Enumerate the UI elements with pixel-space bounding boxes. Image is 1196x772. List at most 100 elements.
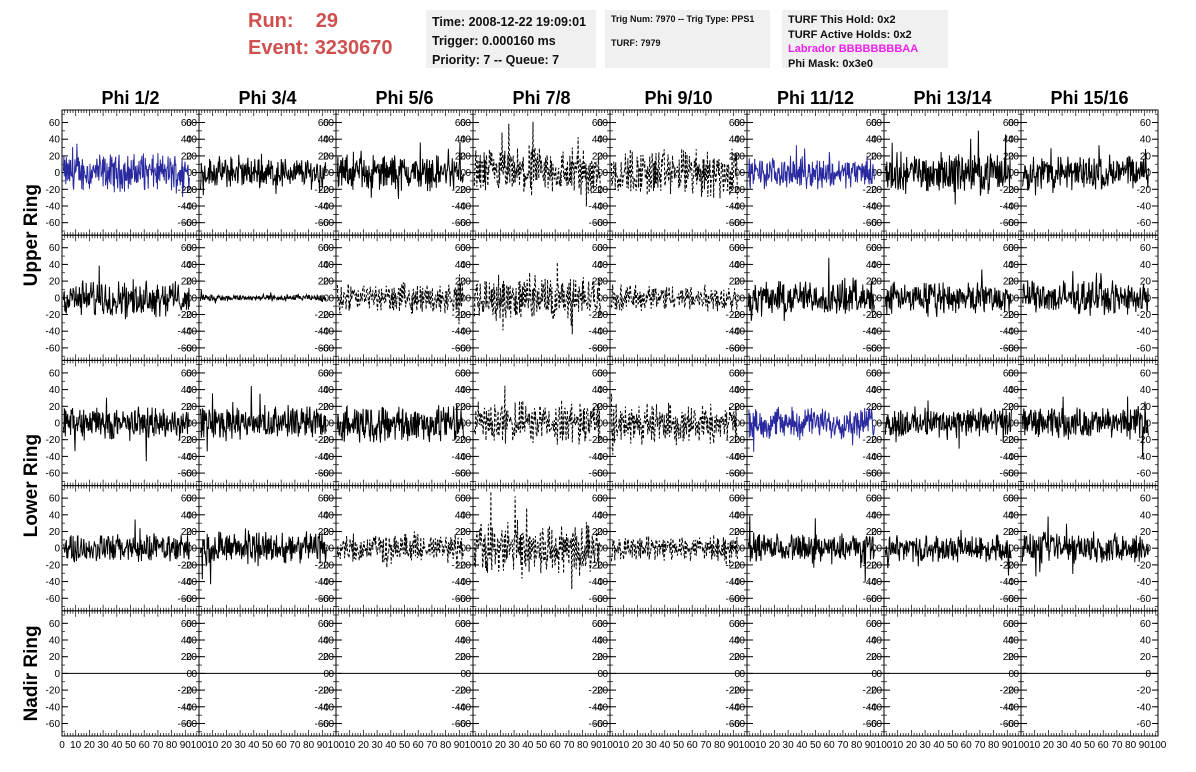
y-tick-label: -20: [1005, 185, 1020, 196]
y-tick-label: 20: [181, 151, 193, 162]
y-tick-label: 0: [602, 168, 608, 179]
y-tick-label: 60: [186, 494, 198, 505]
y-tick-label: 60: [1003, 494, 1015, 505]
y-tick-label: -20: [1005, 310, 1020, 321]
y-tick-label: 20: [49, 151, 61, 162]
y-tick-label: 20: [186, 402, 198, 413]
y-tick-label: -40: [315, 201, 330, 212]
y-tick-label: -20: [726, 560, 741, 571]
y-tick-label: -60: [178, 343, 193, 354]
y-tick-label: 20: [460, 151, 472, 162]
y-tick-label: -20: [863, 310, 878, 321]
y-tick-label: -60: [594, 469, 609, 480]
y-tick-label: 20: [1003, 151, 1015, 162]
y-tick-label: -60: [178, 469, 193, 480]
y-tick-label: 40: [181, 135, 193, 146]
y-tick-label: 20: [323, 402, 335, 413]
priority-text: Priority: 7 -- Queue: 7: [432, 53, 560, 67]
y-tick-label: -40: [1000, 201, 1015, 212]
y-tick-label: 20: [729, 151, 741, 162]
y-tick-label: -40: [731, 577, 746, 588]
y-tick-label: 20: [866, 402, 878, 413]
y-tick-label: -60: [1137, 218, 1152, 229]
y-tick-label: 20: [734, 402, 746, 413]
waveform-trace: [610, 284, 738, 312]
y-tick-label: -60: [731, 343, 746, 354]
waveform-trace: [199, 528, 327, 585]
y-tick-label: 20: [181, 402, 193, 413]
row-header: Upper Ring: [21, 184, 42, 286]
y-tick-label: -20: [731, 185, 746, 196]
y-tick-label: -20: [1137, 435, 1152, 446]
y-tick-label: 40: [1003, 385, 1015, 396]
y-tick-label: 60: [1003, 118, 1015, 129]
y-tick-label: -40: [589, 201, 604, 212]
y-tick-label: 60: [1003, 368, 1015, 379]
y-tick-label: 40: [455, 510, 467, 521]
y-tick-label: 20: [592, 277, 604, 288]
y-tick-label: 40: [323, 510, 335, 521]
y-tick-label: -40: [1137, 201, 1152, 212]
y-tick-label: 0: [328, 419, 334, 430]
y-tick-label: 40: [729, 260, 741, 271]
y-tick-label: -60: [1000, 594, 1015, 605]
y-tick-label: 60: [323, 368, 335, 379]
y-tick-label: -40: [178, 201, 193, 212]
y-tick-label: 0: [1013, 293, 1019, 304]
y-tick-label: -40: [183, 327, 198, 338]
y-tick-label: 0: [871, 419, 877, 430]
y-tick-label: 0: [871, 293, 877, 304]
waveform-trace: [336, 531, 464, 568]
y-tick-label: 60: [455, 243, 467, 254]
trigger-text: Trigger: 0.000160 ms: [432, 34, 556, 48]
y-tick-label: 40: [597, 510, 609, 521]
y-tick-label: 20: [871, 527, 883, 538]
waveform-trace: [1021, 396, 1149, 458]
y-tick-label: -40: [452, 201, 467, 212]
y-tick-label: 40: [729, 385, 741, 396]
y-tick-label: 40: [729, 135, 741, 146]
y-tick-label: -40: [315, 577, 330, 588]
y-tick-label: -60: [726, 218, 741, 229]
waveform-trace: [884, 400, 1012, 449]
run-label: Run:: [248, 10, 294, 32]
y-tick-label: 60: [866, 243, 878, 254]
y-tick-label: 20: [597, 151, 609, 162]
y-tick-label: 40: [460, 135, 472, 146]
y-tick-label: 0: [54, 293, 60, 304]
y-tick-label: 60: [1008, 368, 1020, 379]
y-tick-label: -40: [452, 452, 467, 463]
y-tick-label: 0: [1013, 168, 1019, 179]
y-tick-label: 40: [460, 385, 472, 396]
y-tick-label: 40: [1008, 135, 1020, 146]
y-tick-label: -40: [320, 577, 335, 588]
y-tick-label: 40: [1140, 135, 1152, 146]
y-tick-label: 20: [734, 151, 746, 162]
y-tick-label: -60: [457, 469, 472, 480]
y-tick-label: 60: [49, 118, 61, 129]
y-tick-label: 40: [181, 510, 193, 521]
y-tick-label: 20: [866, 151, 878, 162]
waveform-trace: [62, 397, 190, 462]
turf-active-holds-text: TURF Active Holds: 0x2: [788, 28, 912, 41]
y-tick-label: 60: [871, 118, 883, 129]
column-header: Phi 1/2: [101, 88, 159, 108]
y-tick-label: 40: [729, 510, 741, 521]
y-tick-label: 0: [54, 168, 60, 179]
time-info-panel: Time: 2008-12-22 19:09:01 Trigger: 0.000…: [426, 10, 596, 68]
run-event-header: Run: 29 Event: 3230670: [248, 8, 418, 66]
y-tick-label: -20: [868, 310, 883, 321]
y-tick-label: 40: [455, 260, 467, 271]
y-tick-label: -40: [183, 452, 198, 463]
y-tick-label: -60: [183, 343, 198, 354]
y-tick-label: 40: [455, 385, 467, 396]
y-tick-label: -40: [868, 577, 883, 588]
y-tick-label: 0: [1008, 293, 1014, 304]
y-tick-label: -20: [726, 310, 741, 321]
column-header: Phi 13/14: [913, 88, 991, 108]
y-tick-label: -20: [731, 560, 746, 571]
